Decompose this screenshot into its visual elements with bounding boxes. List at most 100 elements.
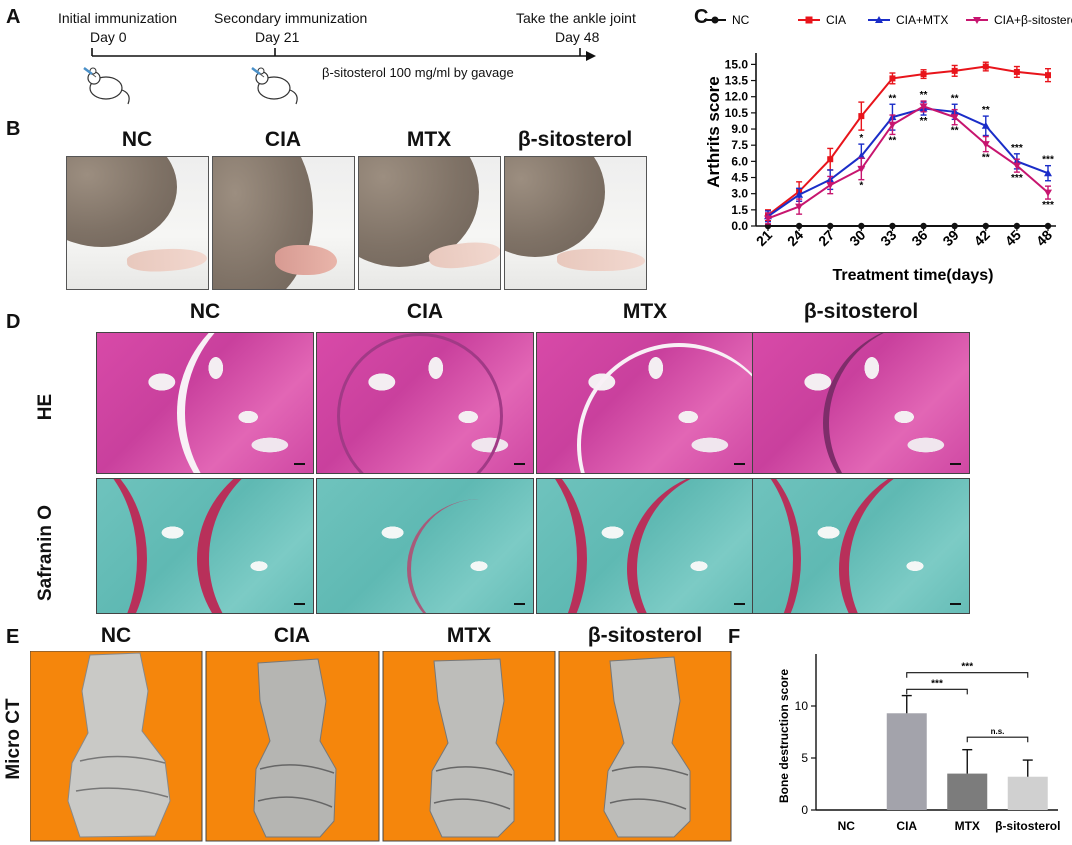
bar-category-label: β-sitosterol: [995, 819, 1060, 833]
paw-photo-sito: [504, 156, 647, 290]
data-point: [1044, 222, 1052, 230]
safranin-tile-mtx: [536, 478, 754, 614]
significance-mark: **: [982, 153, 990, 164]
chart-x-tick-label: 36: [908, 227, 930, 249]
paw-photo-mtx: [358, 156, 501, 290]
data-point: [795, 203, 804, 211]
chart-x-tick-label: 39: [939, 227, 961, 249]
chart-x-tick-label: 42: [971, 227, 993, 249]
paw-photo-nc: [66, 156, 209, 290]
significance-mark: *: [859, 181, 863, 192]
panel-d-title-sito: β-sitosterol: [803, 300, 919, 323]
chart-y-tick-label: 12.0: [725, 90, 749, 104]
panel-e-title-sito: β-sitosterol: [587, 624, 703, 647]
safranin-tile-sito: [752, 478, 970, 614]
chart-y-tick-label: 4.5: [731, 171, 748, 185]
timeline-svg: [83, 48, 596, 105]
data-point: [950, 114, 959, 122]
significance-mark: **: [951, 93, 959, 104]
significance-mark: **: [889, 93, 897, 104]
significance-mark: **: [982, 105, 990, 116]
micro-ct-tile-cia: [205, 651, 380, 842]
panel-letter-b: B: [6, 118, 21, 140]
data-point: [982, 222, 989, 230]
series-line-3: [767, 105, 1049, 220]
data-point: [919, 103, 928, 111]
data-point: [826, 182, 835, 190]
significance-mark: **: [889, 135, 897, 146]
row-label-he: HE: [35, 393, 56, 421]
chart-x-tick-label: 45: [1002, 227, 1024, 249]
micro-ct-tile-sito: [558, 651, 732, 842]
significance-mark: **: [951, 126, 959, 137]
he-tile-nc: [96, 332, 314, 474]
data-point: [888, 121, 897, 129]
data-point: [857, 151, 866, 159]
event-take-label: Take the ankle joint: [516, 10, 636, 26]
significance-bracket: [906, 672, 1029, 678]
series-line-1: [767, 65, 1049, 217]
data-point: [827, 222, 834, 230]
chart-legend: NC CIA CIA+MTX CIA+β-sitosterol: [704, 13, 1072, 27]
significance-bracket: [966, 736, 1029, 743]
significance-mark: **: [920, 90, 928, 101]
panel-e-title-mtx: MTX: [446, 624, 492, 647]
chart-ylabel: Arthrits score: [704, 76, 723, 187]
data-point: [858, 222, 865, 230]
chart-y-tick-label: 1.5: [731, 203, 748, 217]
chart-annotations: ******************************: [859, 90, 1054, 211]
bar-y-tick-label: 0: [801, 803, 808, 817]
chart-y-tick-label: 0.0: [731, 219, 748, 233]
he-tile-sito: [752, 332, 970, 474]
bar-1: [886, 713, 927, 810]
chart-y-tick-label: 9.0: [731, 122, 748, 136]
he-tile-cia: [316, 332, 534, 474]
significance-mark: *: [859, 133, 863, 144]
timeline-arrowhead: [586, 51, 596, 61]
legend-marker: [805, 16, 813, 24]
data-point: [889, 222, 896, 230]
he-tile-mtx: [536, 332, 754, 474]
panel-letter-a: A: [6, 6, 21, 28]
chart-y-tick-label: 10.5: [725, 106, 749, 120]
legend-marker: [711, 16, 719, 24]
bar-category-label: CIA: [896, 819, 917, 833]
data-point: [1044, 169, 1052, 177]
legend-label: NC: [732, 13, 750, 27]
panel-b-title-cia: CIA: [264, 128, 302, 151]
panel-letter-c: C: [694, 6, 709, 28]
panel-d-title-nc: NC: [189, 300, 221, 323]
micro-ct-tile-nc: [30, 651, 203, 842]
data-point: [1013, 68, 1020, 75]
significance-mark: ***: [1042, 200, 1054, 211]
chart-x-tick-label: 27: [815, 227, 837, 249]
panel-letter-d: D: [6, 311, 21, 333]
bone-destruction-chart: 0 5 10 NC CIA MTX β-sitosterol *** *** n.s. Bone…: [777, 654, 1060, 833]
significance-mark: **: [920, 116, 928, 127]
bar-2: [947, 773, 988, 810]
legend-marker: [973, 17, 981, 24]
bar-chart-bars: [886, 694, 1048, 810]
bar-chart-axes: 0 5 10 NC CIA MTX β-sitosterol: [795, 654, 1060, 833]
chart-y-tick-label: 7.5: [731, 138, 748, 152]
data-point: [981, 141, 990, 149]
chart-x-tick-label: 48: [1033, 227, 1055, 249]
micro-ct-tile-mtx: [382, 651, 556, 842]
data-point: [920, 222, 927, 230]
mouse-icon: [83, 67, 130, 105]
panel-b-title-sito: β-sitosterol: [517, 128, 633, 151]
data-point: [951, 222, 958, 230]
significance-bracket: [906, 688, 968, 695]
data-point: [1012, 162, 1021, 170]
data-point: [827, 156, 834, 163]
chart-xlabel: Treatment time(days): [833, 267, 994, 284]
event-secondary-label: Secondary immunization: [214, 10, 368, 26]
row-label-microct: Micro CT: [3, 698, 24, 780]
data-point: [1044, 189, 1052, 197]
data-point: [920, 71, 927, 78]
data-point: [1013, 222, 1021, 230]
legend-label: CIA+MTX: [896, 13, 948, 27]
significance-mark: ***: [1011, 173, 1023, 184]
event-take-day: Day 48: [555, 29, 600, 45]
legend-label: CIA: [826, 13, 846, 27]
